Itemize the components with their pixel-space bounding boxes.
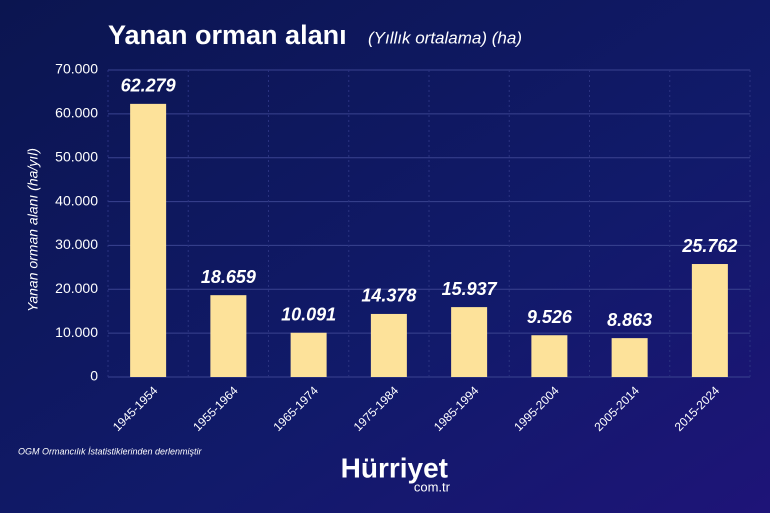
y-axis-label: Yanan orman alanı (ha/yıl) [25, 148, 41, 312]
chart-subtitle: (Yıllık ortalama) (ha) [368, 28, 522, 47]
bar [370, 313, 407, 377]
bar [611, 338, 648, 377]
y-tick-label: 40.000 [55, 192, 98, 208]
y-tick-label: 60.000 [55, 105, 98, 121]
y-tick-label: 20.000 [55, 280, 98, 296]
bar [130, 103, 167, 378]
value-label: 25.762 [681, 236, 737, 256]
bar [691, 264, 728, 377]
bar [531, 335, 568, 377]
bar [451, 307, 488, 377]
value-label: 18.659 [201, 267, 256, 287]
value-label: 14.378 [361, 286, 416, 306]
bar [210, 295, 247, 377]
value-label: 62.279 [121, 76, 176, 96]
value-label: 9.526 [527, 307, 573, 327]
chart-title: Yanan orman alanı [108, 20, 347, 50]
y-tick-label: 30.000 [55, 236, 98, 252]
brand-name: Hürriyet [341, 452, 448, 483]
y-tick-label: 50.000 [55, 148, 98, 164]
value-label: 15.937 [442, 279, 498, 299]
y-tick-label: 70.000 [55, 61, 98, 77]
y-tick-label: 0 [90, 368, 98, 384]
source-note: OGM Ormancılık İstatistiklerinden derlen… [18, 446, 203, 456]
brand-domain: com.tr [414, 479, 451, 494]
value-label: 8.863 [607, 310, 652, 330]
value-label: 10.091 [281, 304, 336, 324]
bar [290, 332, 327, 377]
y-tick-label: 10.000 [55, 324, 98, 340]
